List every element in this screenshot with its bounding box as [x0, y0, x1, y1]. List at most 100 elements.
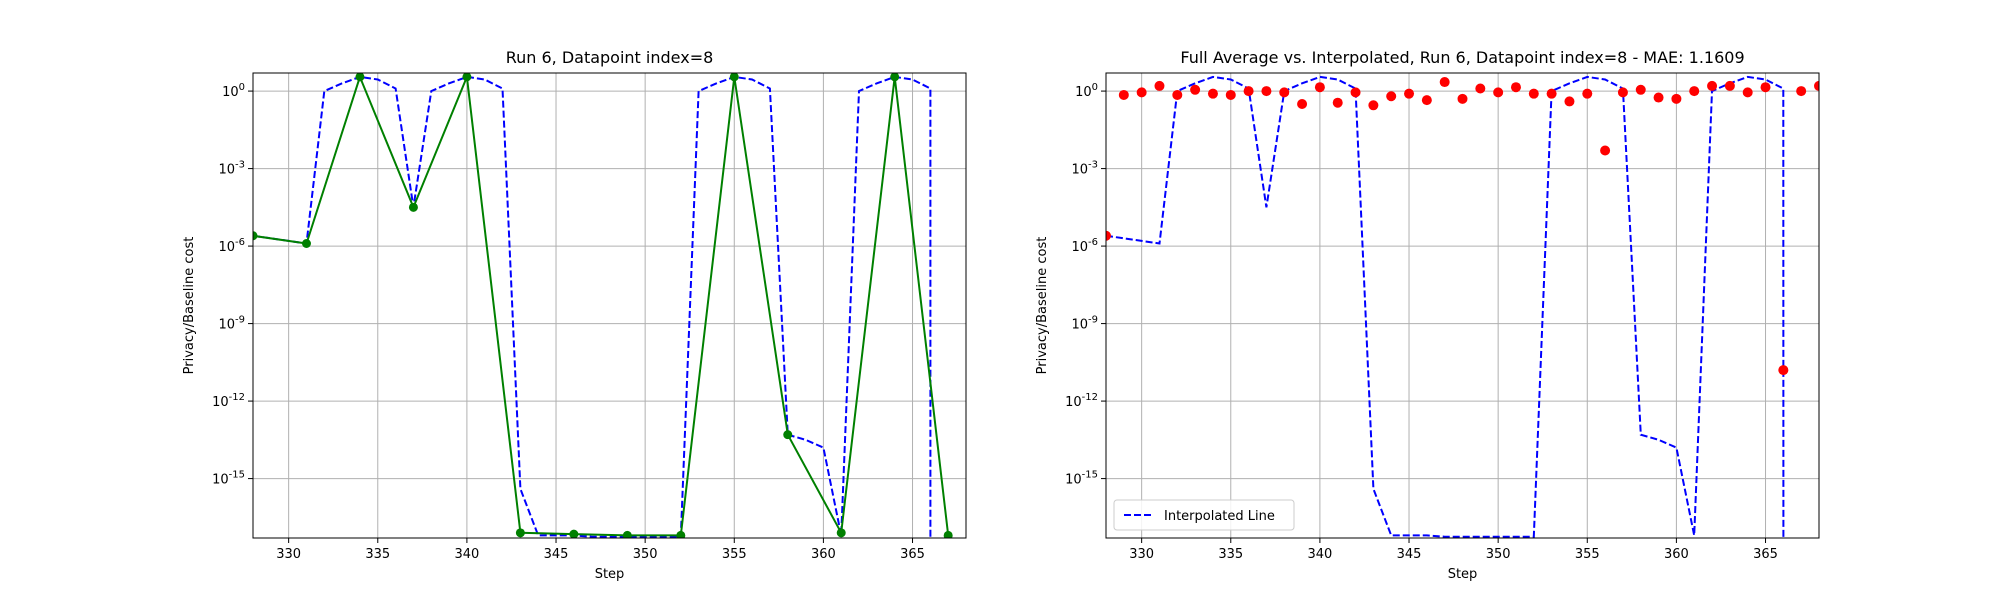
plot-area — [1106, 75, 1819, 538]
series-line-1 — [1106, 75, 1785, 538]
data-point — [408, 202, 418, 212]
data-point — [1475, 83, 1486, 94]
data-point — [1707, 80, 1718, 91]
data-point — [676, 530, 686, 538]
x-tick-label: 345 — [544, 547, 569, 562]
data-point — [1190, 84, 1201, 95]
data-point — [1814, 80, 1819, 91]
data-point — [1528, 88, 1539, 99]
data-point — [1314, 82, 1325, 93]
x-tick-label: 345 — [1397, 547, 1422, 562]
x-tick-label: 340 — [1307, 547, 1332, 562]
data-point — [1350, 87, 1361, 98]
data-point — [1635, 84, 1646, 95]
x-tick-label: 335 — [1218, 547, 1243, 562]
x-tick-label: 355 — [722, 547, 747, 562]
data-point — [1154, 80, 1165, 91]
x-tick-label: 365 — [1753, 547, 1778, 562]
x-tick-label: 335 — [365, 547, 390, 562]
y-tick-label: 10-3 — [218, 160, 245, 178]
data-point — [515, 528, 525, 538]
data-point — [1368, 100, 1379, 111]
legend-label: Interpolated Line — [1164, 509, 1275, 524]
data-point — [1457, 93, 1468, 104]
data-point — [1404, 88, 1415, 99]
data-point — [1600, 145, 1611, 156]
y-tick-label: 10-9 — [218, 315, 245, 333]
data-point — [890, 73, 900, 82]
chart-title: Full Average vs. Interpolated, Run 6, Da… — [1180, 48, 1744, 67]
data-point — [1118, 89, 1129, 100]
data-point — [1243, 86, 1254, 97]
data-point — [783, 430, 793, 440]
x-axis-label: Step — [595, 567, 625, 582]
data-point — [836, 528, 846, 538]
chart-title: Run 6, Datapoint index=8 — [506, 48, 714, 67]
y-tick-label: 10-6 — [1071, 237, 1098, 255]
y-tick-label: 10-9 — [1071, 315, 1098, 333]
data-point — [1225, 89, 1236, 100]
data-point — [253, 231, 258, 241]
x-tick-label: 365 — [900, 547, 925, 562]
grid — [1106, 73, 1819, 538]
chart-panel-2: 330 335 340 345 350 355 360 365 100 10-3 10-6 10-9 1… — [1035, 48, 1820, 582]
y-tick-label: 100 — [222, 82, 245, 100]
chart-panel-1: 330 335 340 345 350 355 360 365 100 10-3 10-6 10-9 1… — [182, 48, 967, 582]
grid — [253, 73, 966, 538]
data-point — [1689, 86, 1700, 97]
x-tick-label: 350 — [1486, 547, 1511, 562]
data-point — [1510, 82, 1521, 93]
data-point — [1724, 80, 1735, 91]
x-tick-label: 330 — [1129, 547, 1154, 562]
y-tick-label: 10-12 — [212, 392, 245, 410]
data-point — [1136, 87, 1147, 98]
series-line-2 — [253, 73, 950, 537]
data-point — [1279, 87, 1290, 98]
x-tick-label: 355 — [1575, 547, 1600, 562]
x-tick-label: 340 — [454, 547, 479, 562]
y-tick-label: 100 — [1075, 82, 1098, 100]
y-axis-label: Privacy/Baseline cost — [182, 237, 197, 375]
x-tick-label: 360 — [811, 547, 836, 562]
y-tick-label: 10-3 — [1071, 160, 1098, 178]
data-point — [1796, 86, 1807, 97]
y-axis-label: Privacy/Baseline cost — [1035, 237, 1050, 375]
axes-frame — [1105, 72, 1820, 539]
data-point — [301, 239, 311, 248]
data-point — [1493, 87, 1504, 98]
y-tick-label: 10-6 — [218, 237, 245, 255]
plot-area — [253, 73, 953, 538]
data-point — [1564, 96, 1575, 107]
legend-box — [1113, 499, 1295, 531]
data-point — [1332, 97, 1343, 108]
data-point — [622, 530, 632, 538]
data-point — [729, 73, 739, 82]
x-tick-label: 360 — [1664, 547, 1689, 562]
data-point — [943, 530, 953, 538]
data-point — [1546, 88, 1557, 99]
axes-frame — [252, 72, 967, 539]
data-point — [1760, 82, 1771, 93]
data-point — [1421, 95, 1432, 106]
series-line-1 — [253, 75, 932, 538]
data-point — [1386, 91, 1397, 102]
data-point — [1261, 86, 1272, 97]
data-point — [1742, 87, 1753, 98]
x-tick-label: 330 — [276, 547, 301, 562]
y-tick-label: 10-15 — [212, 470, 245, 488]
data-point — [1439, 77, 1450, 88]
data-point — [1778, 365, 1789, 376]
y-tick-label: 10-12 — [1065, 392, 1098, 410]
data-point — [462, 73, 472, 82]
x-tick-label: 350 — [633, 547, 658, 562]
data-point — [1617, 87, 1628, 98]
y-tick-label: 10-15 — [1065, 470, 1098, 488]
data-point — [1671, 93, 1682, 104]
x-axis-label: Step — [1448, 567, 1478, 582]
data-point — [569, 529, 579, 538]
data-point — [1653, 92, 1664, 103]
legend: Interpolated Line — [1113, 499, 1295, 531]
data-point — [355, 73, 365, 82]
data-point — [1172, 89, 1183, 100]
